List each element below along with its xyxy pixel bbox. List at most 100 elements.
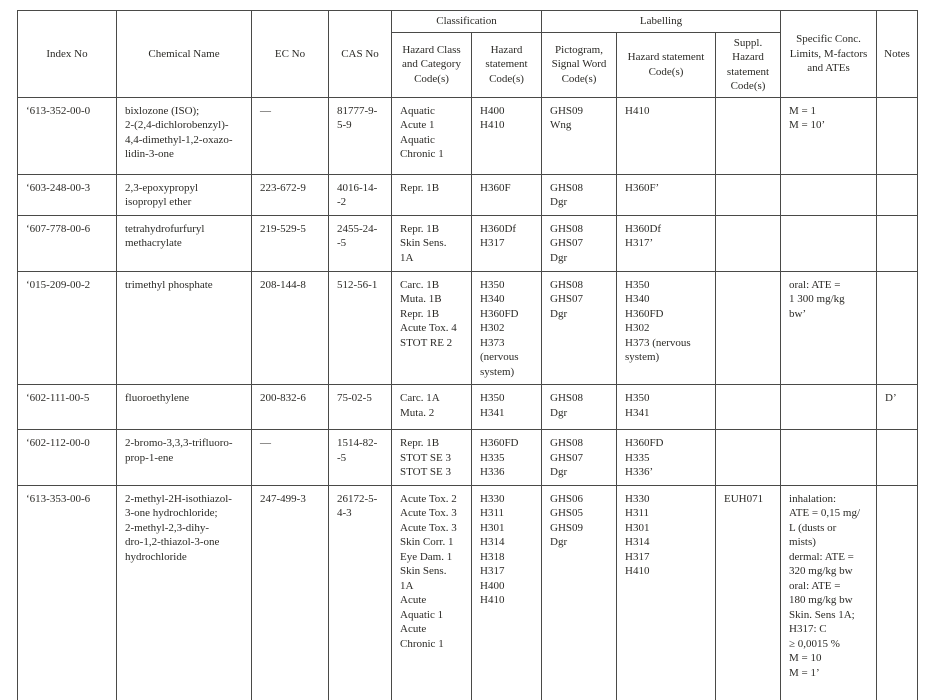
cell-pictogram: GHS06 GHS05 GHS09 Dgr	[541, 484, 617, 700]
cell-label-hazard-statement: H360Df H317’	[616, 214, 716, 272]
cell-cas-no: 4016-14- -2	[328, 173, 392, 216]
cell-hazard-statement: H330 H311 H301 H314 H318 H317 H400 H410	[471, 484, 542, 700]
cell-hazard-class: Carc. 1B Muta. 1B Repr. 1B Acute Tox. 4 …	[391, 270, 472, 386]
header-pictogram: Pictogram, Signal Word Code(s)	[541, 31, 617, 98]
cell-specific-conc	[780, 384, 878, 431]
cell-label-hazard-statement: H360F’	[616, 173, 716, 216]
cell-index-no: ‘613-353-00-6	[17, 484, 117, 700]
cell-hazard-statement: H360Df H317	[471, 214, 542, 272]
cell-specific-conc	[780, 173, 878, 216]
header-ec-no: EC No	[251, 10, 329, 98]
cell-chemical-name: 2-methyl-2H-isothiazol- 3-one hydrochlor…	[116, 484, 252, 700]
table-row: ‘607-778-00-6 tetrahydrofurfuryl methacr…	[17, 214, 919, 272]
table-row: ‘602-112-00-0 2-bromo-3,3,3-trifluoro- p…	[17, 429, 919, 486]
cell-hazard-class: Aquatic Acute 1 Aquatic Chronic 1	[391, 96, 472, 175]
cell-suppl-hazard	[714, 429, 782, 486]
cell-suppl-hazard	[714, 96, 782, 175]
cell-hazard-statement: H400 H410	[471, 96, 542, 175]
cell-chemical-name: 2,3-epoxypropyl isopropyl ether	[116, 173, 252, 216]
document-page: Index No Chemical Name EC No CAS No Clas…	[0, 10, 936, 700]
cell-hazard-statement: H360F	[471, 173, 542, 216]
header-cas-no: CAS No	[328, 10, 392, 98]
cell-chemical-name: trimethyl phosphate	[116, 270, 252, 386]
cell-hazard-class: Acute Tox. 2 Acute Tox. 3 Acute Tox. 3 S…	[391, 484, 472, 700]
table-row: ‘613-352-00-0 bixlozone (ISO); 2-(2,4-di…	[17, 96, 919, 175]
cell-pictogram: GHS08 Dgr	[541, 384, 617, 431]
cell-cas-no: 512-56-1	[328, 270, 392, 386]
cell-chemical-name: 2-bromo-3,3,3-trifluoro- prop-1-ene	[116, 429, 252, 486]
cell-notes	[876, 484, 919, 700]
header-hazard-statement: Hazard statement Code(s)	[471, 31, 542, 98]
cell-specific-conc: inhalation: ATE = 0,15 mg/ L (dusts or m…	[780, 484, 878, 700]
cell-ec-no: —	[251, 96, 329, 175]
header-suppl-hazard: Suppl. Hazard statement Code(s)	[714, 31, 782, 98]
cell-ec-no: 247-499-3	[251, 484, 329, 700]
header-notes: Notes	[876, 10, 919, 98]
cell-specific-conc: M = 1 M = 10’	[780, 96, 878, 175]
cell-chemical-name: bixlozone (ISO); 2-(2,4-dichlorobenzyl)-…	[116, 96, 252, 175]
cell-pictogram: GHS09 Wng	[541, 96, 617, 175]
table-row: ‘602-111-00-5 fluoroethylene 200-832-6 7…	[17, 384, 919, 431]
cell-hazard-statement: H350 H341	[471, 384, 542, 431]
cell-hazard-class: Repr. 1B STOT SE 3 STOT SE 3	[391, 429, 472, 486]
header-hazard-class: Hazard Class and Category Code(s)	[391, 31, 472, 98]
header-label-hazard-statement: Hazard statement Code(s)	[616, 31, 716, 98]
cell-specific-conc	[780, 214, 878, 272]
cell-ec-no: —	[251, 429, 329, 486]
cell-notes	[876, 429, 919, 486]
cell-cas-no: 26172-5- 4-3	[328, 484, 392, 700]
cell-notes	[876, 173, 919, 216]
header-specific-conc: Specific Conc. Limits, M-factors and ATE…	[780, 10, 878, 98]
cell-cas-no: 75-02-5	[328, 384, 392, 431]
table-row: ‘015-209-00-2 trimethyl phosphate 208-14…	[17, 270, 919, 386]
cell-suppl-hazard	[714, 214, 782, 272]
cell-cas-no: 81777-9- 5-9	[328, 96, 392, 175]
cell-notes	[876, 270, 919, 386]
cell-suppl-hazard	[714, 173, 782, 216]
cell-notes	[876, 214, 919, 272]
cell-chemical-name: fluoroethylene	[116, 384, 252, 431]
table-row: ‘613-353-00-6 2-methyl-2H-isothiazol- 3-…	[17, 484, 919, 700]
cell-label-hazard-statement: H350 H341	[616, 384, 716, 431]
header-labelling-group: Labelling	[540, 10, 782, 33]
cell-suppl-hazard: EUH071	[714, 484, 782, 700]
header-classification-group: Classification	[391, 10, 542, 33]
cell-ec-no: 208-144-8	[251, 270, 329, 386]
table-header: Index No Chemical Name EC No CAS No Clas…	[17, 10, 919, 98]
cell-hazard-class: Carc. 1A Muta. 2	[391, 384, 472, 431]
cell-notes: D’	[876, 384, 919, 431]
cell-index-no: ‘607-778-00-6	[17, 214, 117, 272]
cell-suppl-hazard	[714, 384, 782, 431]
cell-specific-conc: oral: ATE = 1 300 mg/kg bw’	[780, 270, 878, 386]
cell-cas-no: 1514-82- -5	[328, 429, 392, 486]
cell-chemical-name: tetrahydrofurfuryl methacrylate	[116, 214, 252, 272]
table-row: ‘603-248-00-3 2,3-epoxypropyl isopropyl …	[17, 173, 919, 216]
cell-index-no: ‘613-352-00-0	[17, 96, 117, 175]
cell-hazard-statement: H350 H340 H360FD H302 H373 (nervous syst…	[471, 270, 542, 386]
cell-ec-no: 200-832-6	[251, 384, 329, 431]
cell-specific-conc	[780, 429, 878, 486]
cell-suppl-hazard	[714, 270, 782, 386]
cell-label-hazard-statement: H330 H311 H301 H314 H317 H410	[616, 484, 716, 700]
cell-hazard-statement: H360FD H335 H336	[471, 429, 542, 486]
cell-index-no: ‘015-209-00-2	[17, 270, 117, 386]
header-index-no: Index No	[17, 10, 117, 98]
cell-pictogram: GHS08 Dgr	[541, 173, 617, 216]
cell-index-no: ‘602-112-00-0	[17, 429, 117, 486]
cell-label-hazard-statement: H410	[616, 96, 716, 175]
cell-pictogram: GHS08 GHS07 Dgr	[541, 214, 617, 272]
cell-notes	[876, 96, 919, 175]
cell-cas-no: 2455-24- -5	[328, 214, 392, 272]
header-chemical-name: Chemical Name	[116, 10, 252, 98]
cell-hazard-class: Repr. 1B Skin Sens. 1A	[391, 214, 472, 272]
cell-hazard-class: Repr. 1B	[391, 173, 472, 216]
cell-pictogram: GHS08 GHS07 Dgr	[541, 270, 617, 386]
cell-label-hazard-statement: H360FD H335 H336’	[616, 429, 716, 486]
cell-pictogram: GHS08 GHS07 Dgr	[541, 429, 617, 486]
cell-index-no: ‘602-111-00-5	[17, 384, 117, 431]
cell-label-hazard-statement: H350 H340 H360FD H302 H373 (nervous syst…	[616, 270, 716, 386]
chemical-classification-table: Index No Chemical Name EC No CAS No Clas…	[17, 10, 919, 700]
cell-ec-no: 223-672-9	[251, 173, 329, 216]
cell-ec-no: 219-529-5	[251, 214, 329, 272]
cell-index-no: ‘603-248-00-3	[17, 173, 117, 216]
